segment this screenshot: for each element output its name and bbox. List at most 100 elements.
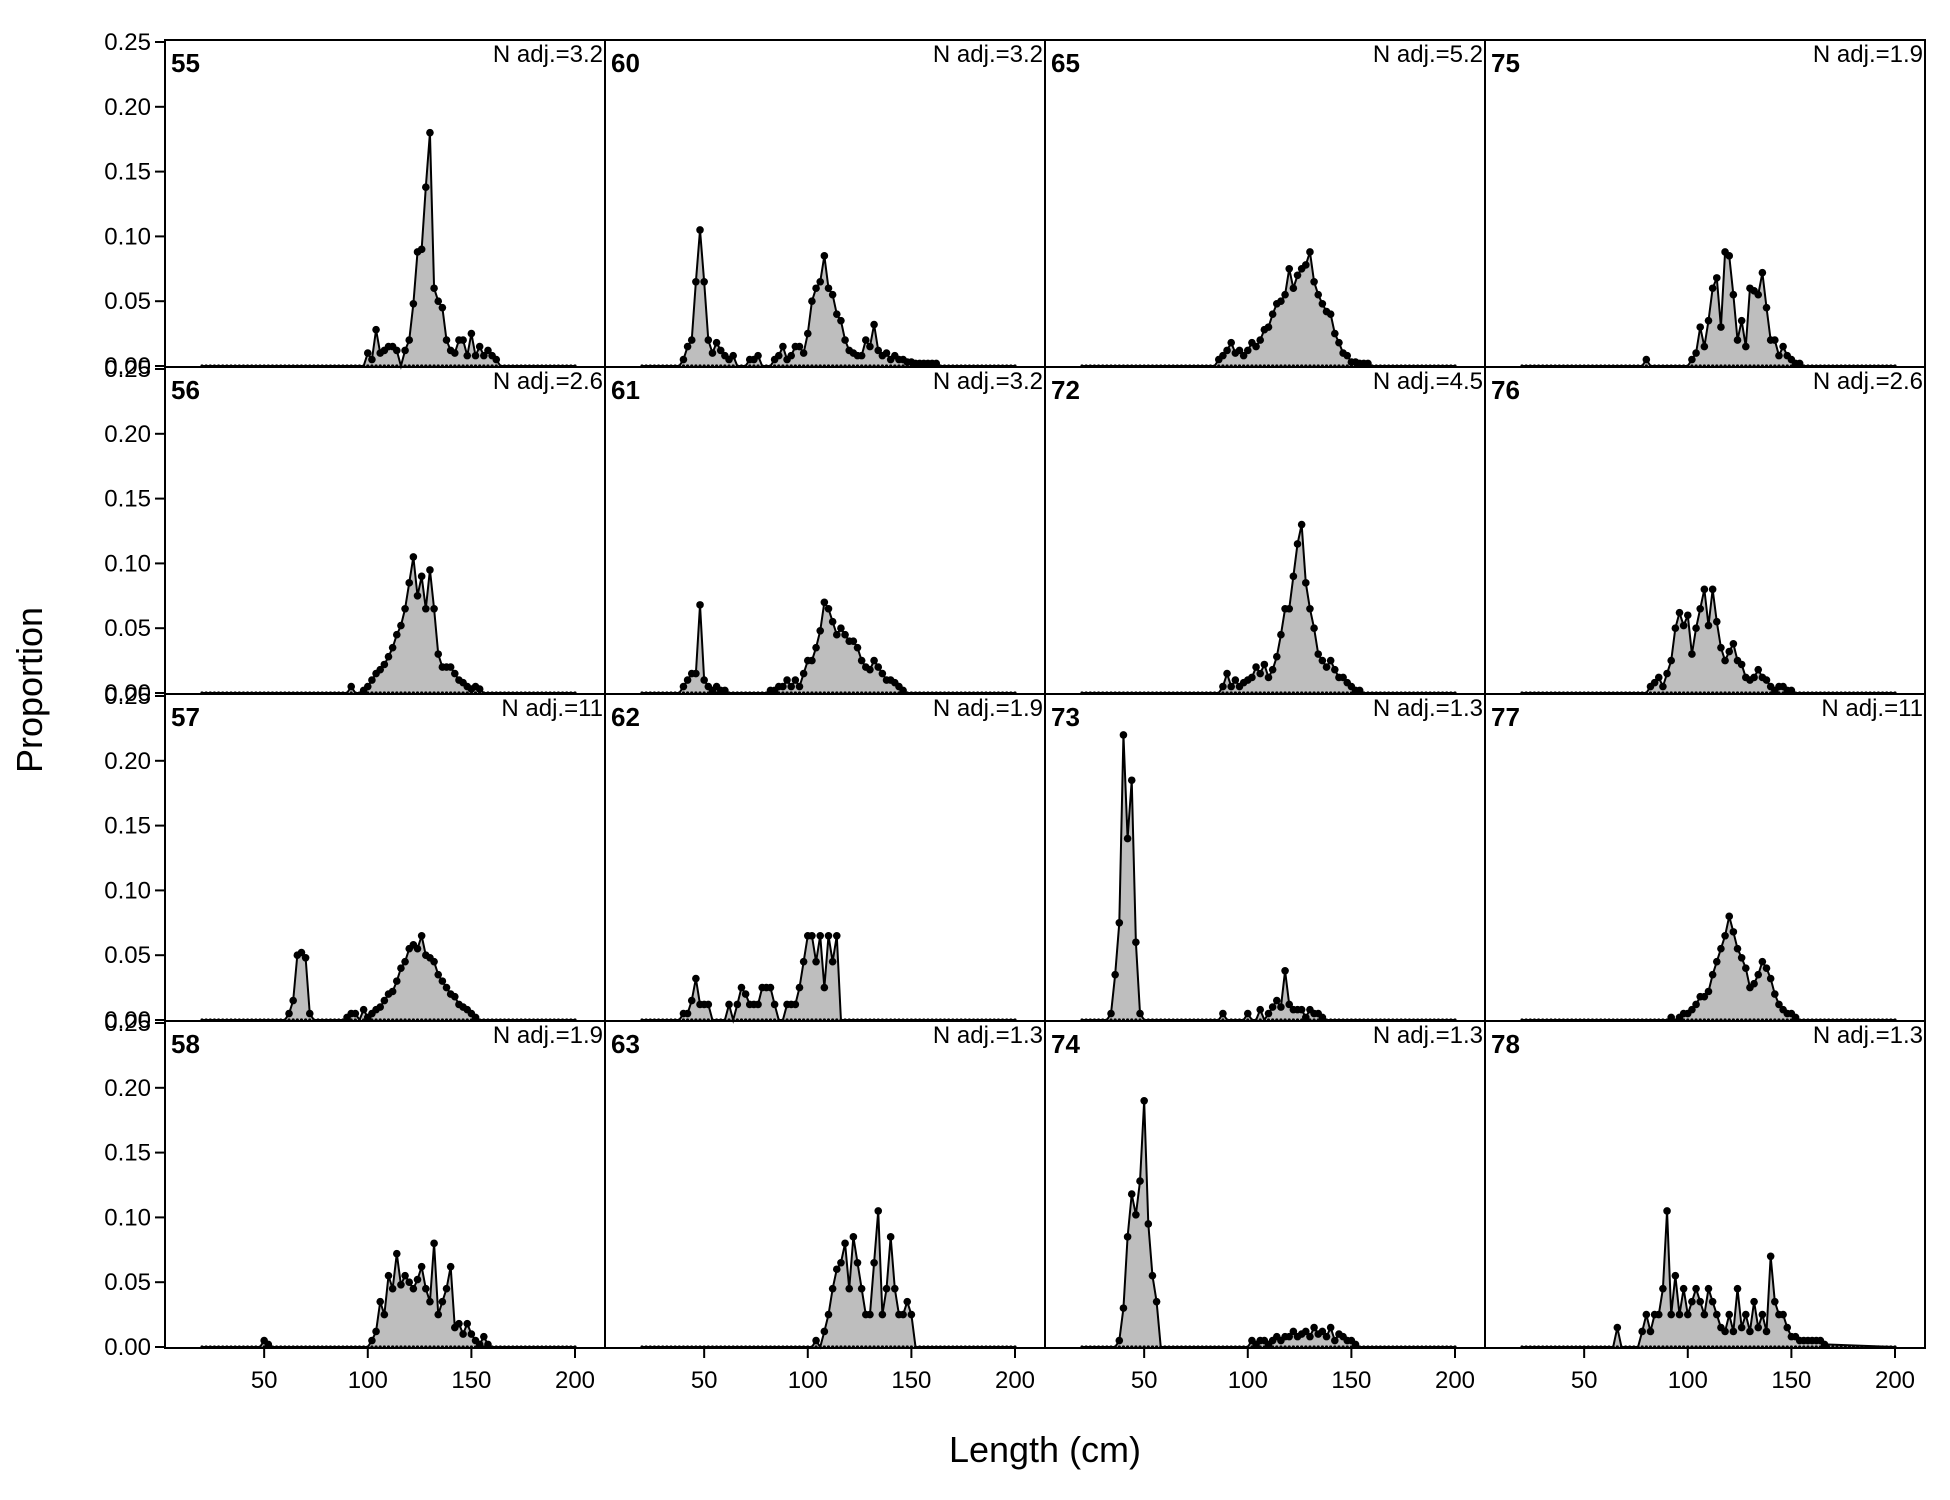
panel-nadj-58: N adj.=1.9: [493, 1022, 603, 1049]
area-fill-56: [202, 556, 575, 693]
data-point: [828, 290, 837, 299]
data-point: [1115, 919, 1124, 927]
panel-border-75: [1484, 39, 1926, 368]
x-tick-label: 200: [1875, 1367, 1915, 1394]
y-tick-label: 0.25: [104, 29, 151, 56]
panel-label-73: 73: [1051, 702, 1080, 732]
data-point: [1675, 608, 1684, 617]
panel-label-72: 72: [1051, 375, 1080, 405]
data-point: [1256, 1005, 1265, 1014]
data-point: [463, 351, 472, 360]
data-point: [492, 355, 501, 364]
data-point: [832, 630, 841, 639]
data-point: [754, 351, 762, 360]
data-point: [459, 1330, 467, 1338]
y-tick-label: 0.25: [104, 683, 151, 710]
data-point: [1318, 1327, 1327, 1336]
panel-label-76: 76: [1491, 375, 1520, 405]
data-point: [1123, 1233, 1132, 1241]
data-point: [1771, 990, 1779, 998]
data-point: [1704, 621, 1713, 630]
y-tick-label: 0.25: [104, 1010, 151, 1037]
area-fill-74: [1082, 1100, 1455, 1347]
data-point: [1704, 316, 1713, 325]
data-point: [849, 637, 858, 645]
data-point: [1742, 964, 1750, 972]
data-point: [417, 931, 426, 940]
data-point: [413, 592, 422, 600]
data-point: [455, 1319, 463, 1328]
panel-nadj-77: N adj.=11: [1821, 695, 1923, 722]
x-tick-label: 200: [995, 1367, 1035, 1394]
data-point: [384, 1271, 393, 1280]
data-point: [1264, 1009, 1273, 1018]
data-point: [766, 983, 775, 992]
data-point: [392, 1249, 401, 1258]
data-point: [1700, 1310, 1709, 1319]
panel-72: 72 N adj.=4.5: [1044, 366, 1486, 695]
y-tick-label: 0.00: [104, 353, 151, 380]
area-fill-73: [1082, 734, 1455, 1020]
data-point: [471, 351, 480, 360]
data-point: [1758, 268, 1767, 277]
panel-75: 75 N adj.=1.9: [1484, 39, 1926, 368]
data-point: [1331, 1336, 1339, 1345]
panel-65: 65 N adj.=5.2: [1044, 39, 1486, 368]
data-point: [405, 579, 414, 587]
data-point: [347, 682, 356, 691]
data-point: [812, 957, 820, 966]
data-point: [1654, 673, 1663, 682]
data-point: [1132, 938, 1140, 947]
data-point: [812, 643, 820, 652]
data-point: [899, 1310, 907, 1319]
x-axis-title: Length (cm): [949, 1429, 1141, 1470]
area-fill-78: [1522, 1210, 1895, 1347]
data-point: [438, 977, 447, 985]
data-point: [409, 1284, 418, 1293]
data-point: [1683, 1310, 1692, 1319]
data-point: [409, 299, 418, 308]
data-point: [405, 336, 414, 344]
data-point: [401, 346, 409, 355]
data-point: [1688, 1005, 1696, 1014]
area-fill-61: [642, 602, 1015, 693]
data-point: [828, 1284, 837, 1293]
data-point: [430, 957, 438, 966]
data-point: [1712, 617, 1721, 626]
x-tick-label: 50: [691, 1367, 718, 1394]
y-tick-label: 0.20: [104, 94, 151, 121]
data-point: [376, 1003, 385, 1011]
data-point: [808, 656, 816, 665]
data-point: [417, 245, 426, 254]
data-point: [1725, 912, 1734, 921]
panel-label-60: 60: [611, 48, 640, 78]
data-point: [704, 336, 713, 344]
data-point: [878, 1310, 887, 1319]
panel-nadj-60: N adj.=3.2: [933, 41, 1043, 68]
data-point: [451, 992, 459, 1001]
y-tick-label: 0.25: [104, 356, 151, 383]
x-tick-label: 200: [555, 1367, 595, 1394]
data-point: [1704, 1284, 1713, 1293]
data-point: [376, 665, 385, 674]
data-point: [401, 957, 409, 966]
y-tick-label: 0.20: [104, 748, 151, 775]
data-point: [779, 342, 787, 351]
y-axis-title: Proportion: [9, 607, 50, 773]
data-point: [467, 329, 476, 338]
data-point: [409, 553, 418, 561]
panel-label-65: 65: [1051, 48, 1080, 78]
data-point: [1754, 290, 1763, 299]
data-point: [683, 1009, 692, 1018]
data-point: [392, 977, 401, 985]
data-point: [696, 226, 704, 234]
area-fill-55: [202, 132, 575, 366]
data-point: [426, 128, 434, 137]
panel-55: 55 N adj.=3.2: [164, 39, 606, 370]
data-point: [1322, 1332, 1331, 1341]
data-point: [1717, 323, 1725, 331]
data-point: [1252, 342, 1260, 351]
data-point: [1762, 303, 1771, 312]
axes-layer: 0.000.050.100.150.200.250.000.050.100.15…: [104, 29, 1915, 1394]
data-point: [824, 931, 833, 940]
